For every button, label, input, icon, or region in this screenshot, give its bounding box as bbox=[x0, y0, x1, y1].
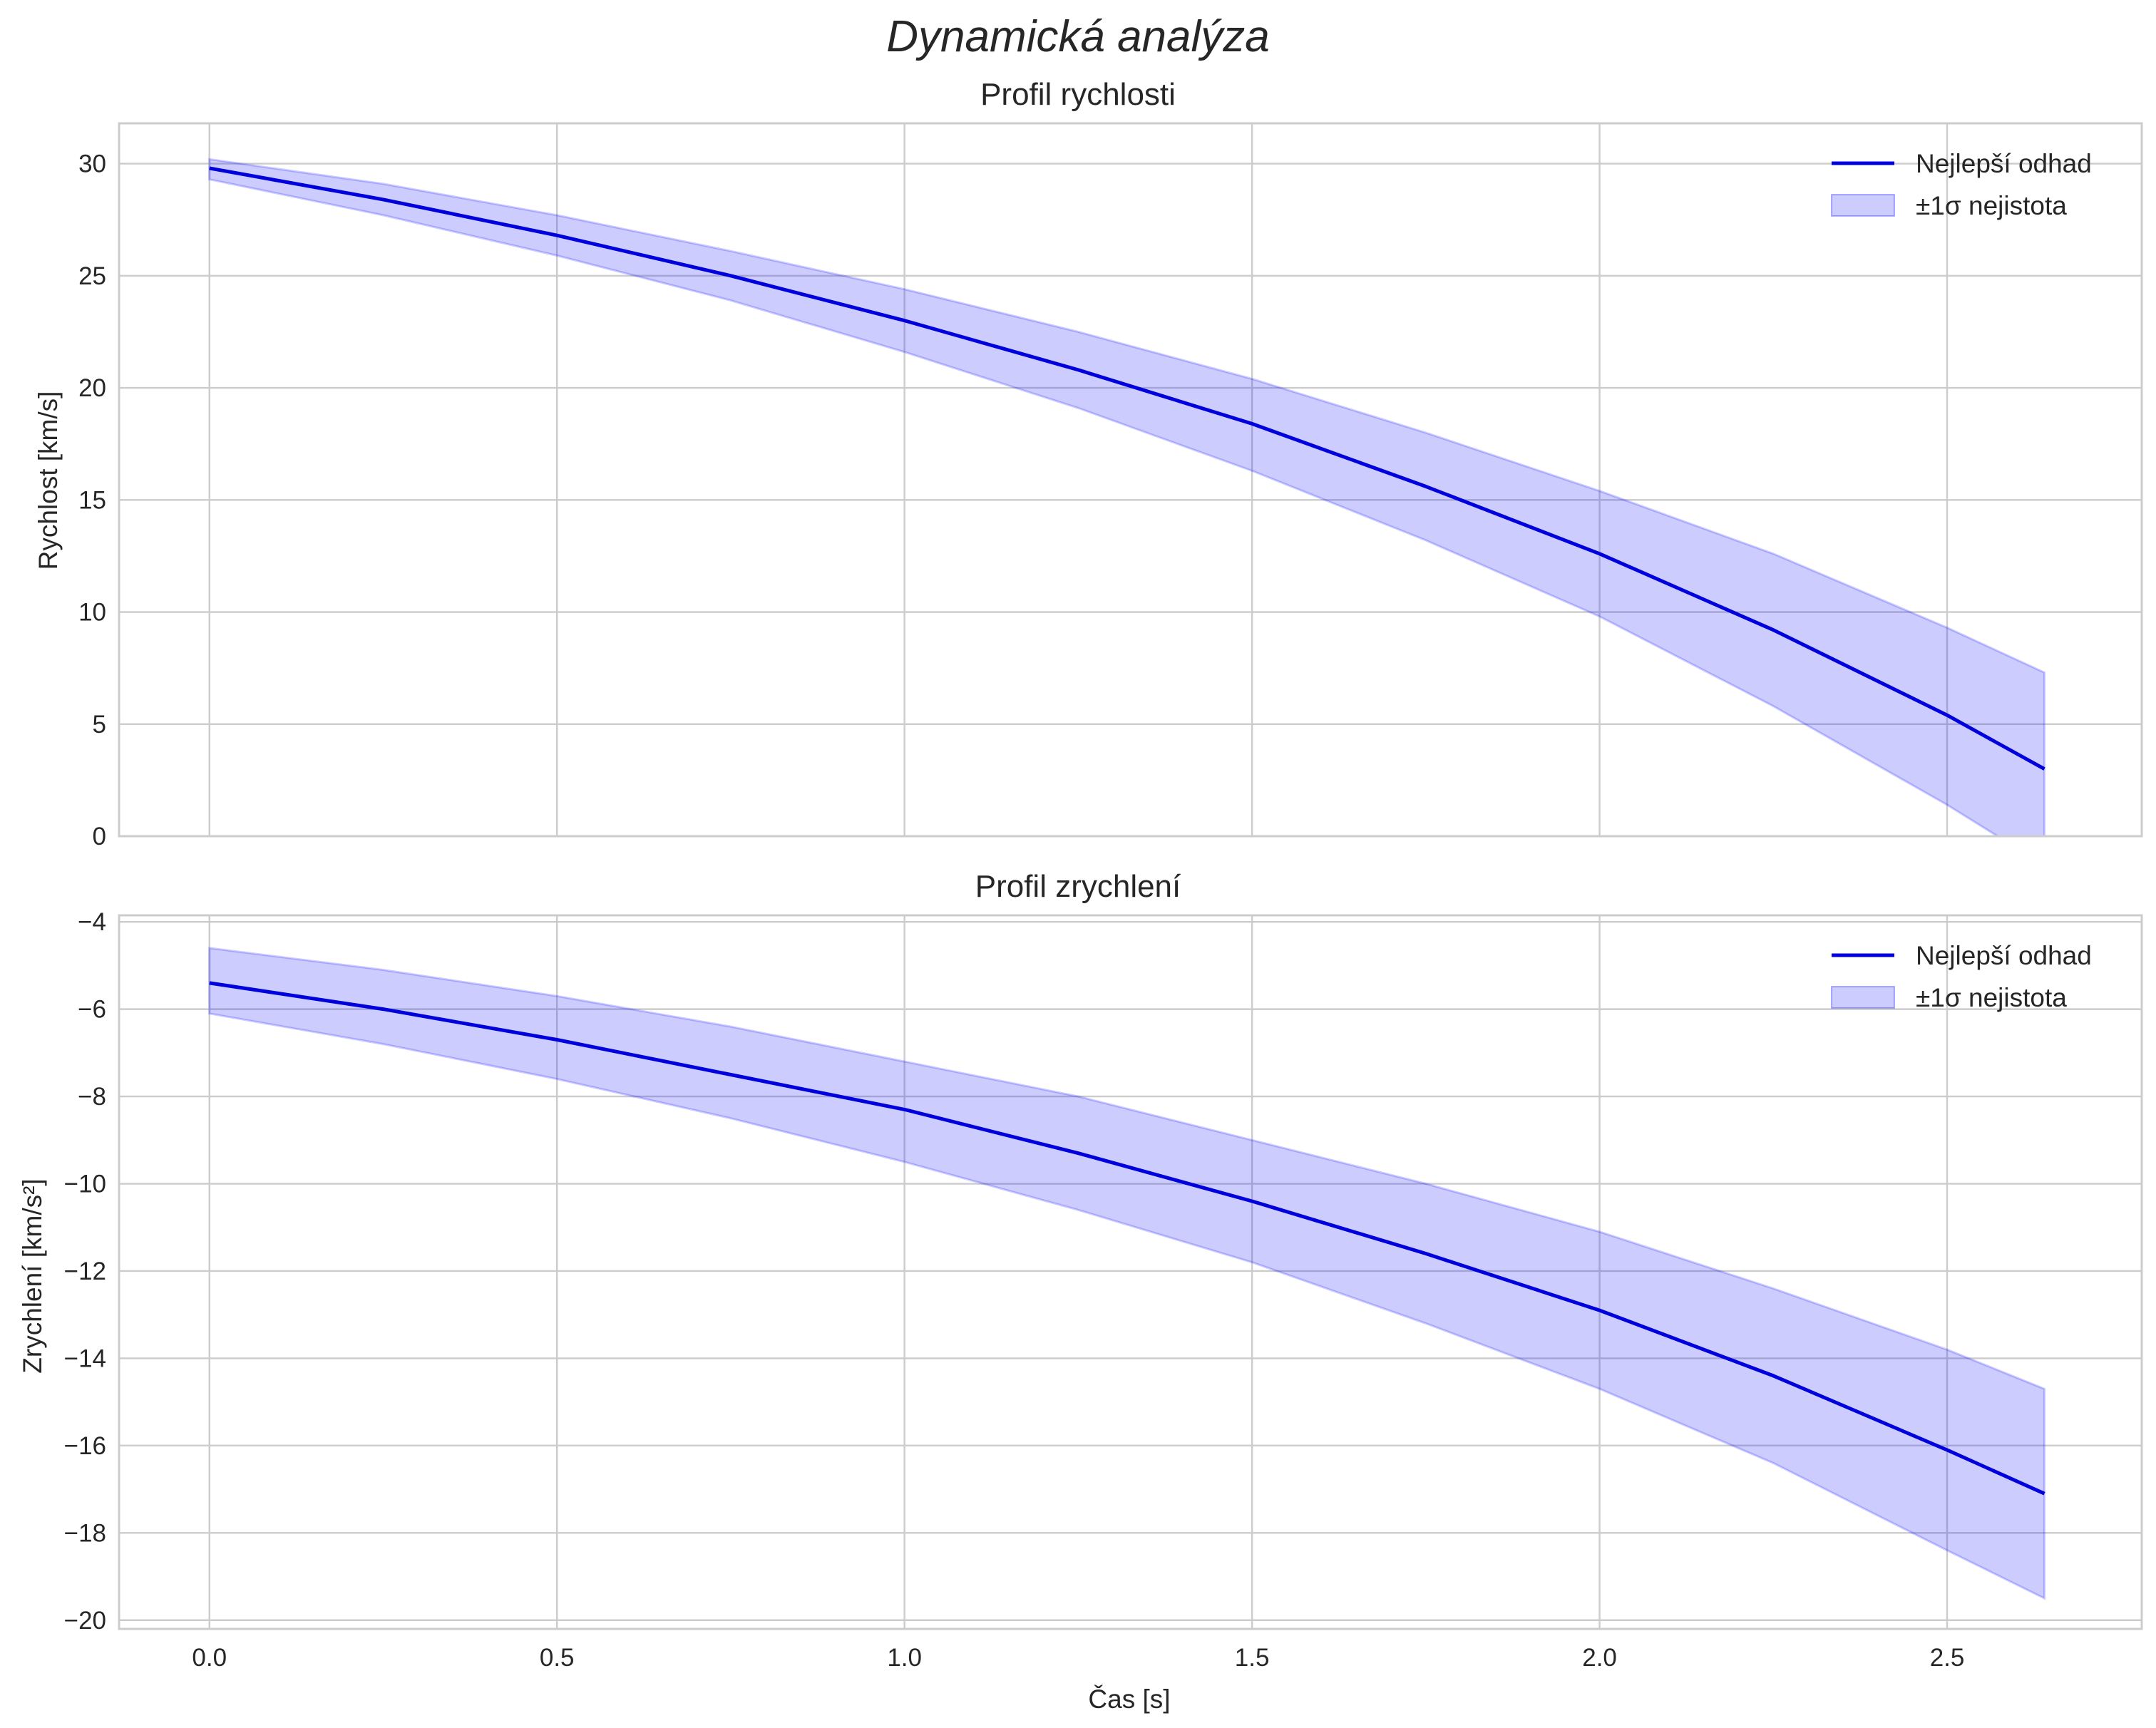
acceleration-x-tick-label: 1.5 bbox=[1235, 1644, 1270, 1672]
acceleration-y-tick-label: −12 bbox=[64, 1258, 106, 1285]
acceleration-grid bbox=[119, 915, 2142, 1629]
acceleration-panel-title: Profil zrychlení bbox=[975, 869, 1181, 904]
velocity-y-tick-label: 15 bbox=[78, 486, 106, 514]
velocity-legend-label: Nejlepší odhad bbox=[1916, 149, 2092, 178]
velocity-y-tick-label: 25 bbox=[78, 262, 106, 290]
acceleration-y-label: Zrychlení [km/s²] bbox=[18, 1178, 47, 1373]
acceleration-y-tick-label: −4 bbox=[78, 908, 106, 936]
acceleration-best-estimate-line bbox=[209, 981, 2045, 1496]
velocity-y-tick-label: 30 bbox=[78, 150, 106, 178]
velocity-uncertainty-band bbox=[208, 158, 2045, 836]
velocity-best-estimate-line bbox=[209, 166, 2045, 771]
velocity-legend-band-swatch bbox=[1831, 194, 1895, 217]
velocity-y-tick-label: 10 bbox=[78, 599, 106, 627]
acceleration-y-tick-label: −6 bbox=[78, 996, 106, 1024]
acceleration-y-tick-label: −18 bbox=[64, 1519, 106, 1547]
velocity-panel-title: Profil rychlosti bbox=[980, 77, 1176, 112]
velocity-legend-label: ±1σ nejistota bbox=[1916, 191, 2067, 220]
acceleration-y-tick-label: −20 bbox=[64, 1607, 106, 1635]
acceleration-plot-area bbox=[208, 947, 2045, 1600]
figure-title: Dynamická analýza bbox=[886, 12, 1270, 61]
acceleration-x-tick-label: 2.5 bbox=[1930, 1644, 1965, 1672]
acceleration-legend-band-swatch bbox=[1831, 986, 1895, 1009]
acceleration-x-tick-label: 2.0 bbox=[1582, 1644, 1617, 1672]
acceleration-uncertainty-band bbox=[208, 947, 2045, 1600]
acceleration-x-tick-label: 1.0 bbox=[887, 1644, 922, 1672]
velocity-y-tick-label: 0 bbox=[93, 823, 106, 850]
velocity-legend: Nejlepší odhad ±1σ nejistota bbox=[1831, 149, 2092, 220]
acceleration-y-tick-label: −14 bbox=[64, 1344, 106, 1372]
acceleration-frame bbox=[118, 914, 2143, 1630]
acceleration-panel: Profil zrychlení Zrychlení [km/s²] Čas [… bbox=[18, 869, 2143, 1714]
velocity-panel: Profil rychlosti Rychlost [km/s] 0 5 10 15 2… bbox=[34, 77, 2143, 850]
acceleration-y-tick-label: −10 bbox=[64, 1171, 106, 1198]
velocity-frame bbox=[118, 122, 2143, 838]
velocity-plot-area bbox=[208, 158, 2045, 836]
acceleration-y-tick-label: −16 bbox=[64, 1432, 106, 1460]
acceleration-x-tick-label: 0.5 bbox=[540, 1644, 575, 1672]
velocity-y-tick-label: 20 bbox=[78, 374, 106, 402]
acceleration-x-tick-label: 0.0 bbox=[192, 1644, 227, 1672]
velocity-y-label: Rychlost [km/s] bbox=[34, 391, 63, 570]
acceleration-legend: Nejlepší odhad ±1σ nejistota bbox=[1831, 941, 2092, 1012]
velocity-y-tick-label: 5 bbox=[93, 711, 106, 739]
acceleration-legend-label: ±1σ nejistota bbox=[1916, 983, 2067, 1012]
acceleration-legend-label: Nejlepší odhad bbox=[1916, 941, 2092, 970]
x-axis-label: Čas [s] bbox=[1088, 1685, 1170, 1714]
acceleration-y-tick-label: −8 bbox=[78, 1083, 106, 1111]
